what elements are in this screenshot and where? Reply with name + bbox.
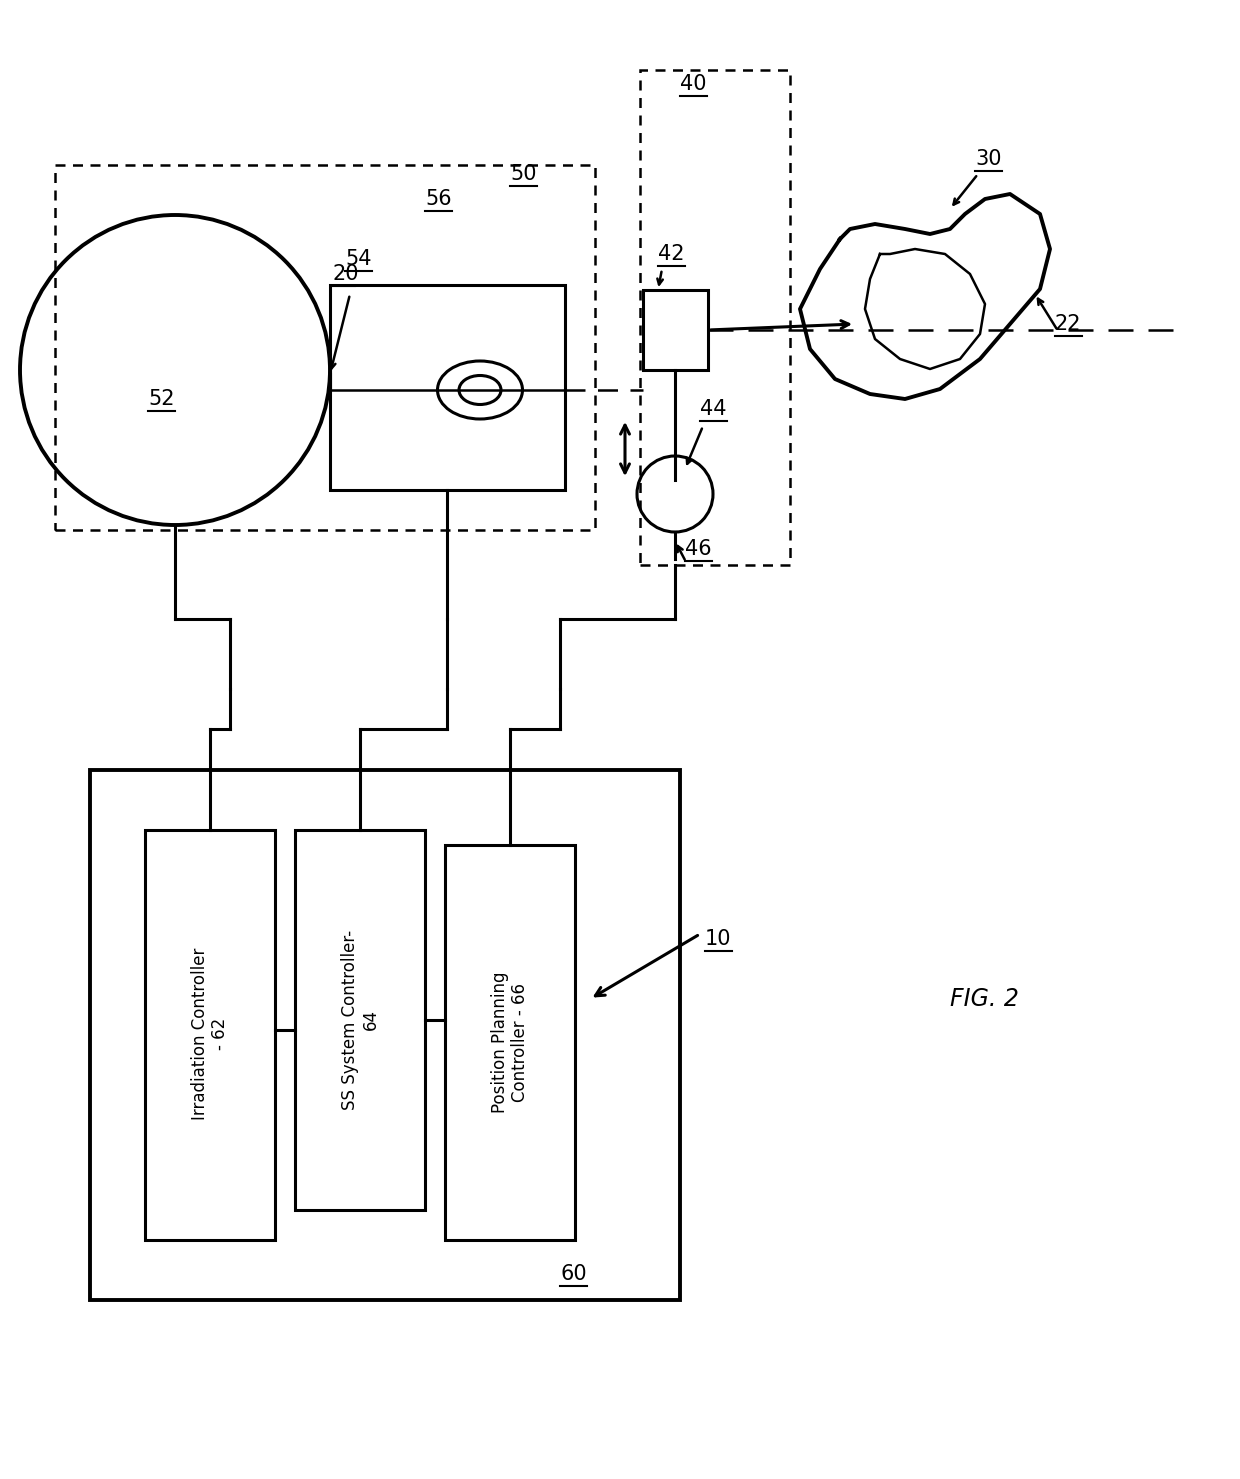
Text: FIG. 2: FIG. 2 bbox=[950, 986, 1019, 1012]
Text: 40: 40 bbox=[680, 74, 707, 95]
Text: 44: 44 bbox=[701, 399, 727, 419]
Text: 50: 50 bbox=[510, 164, 537, 183]
Text: 42: 42 bbox=[658, 244, 684, 263]
Text: 52: 52 bbox=[148, 389, 175, 410]
Text: 10: 10 bbox=[706, 929, 732, 950]
Text: Position Planning
Controller - 66: Position Planning Controller - 66 bbox=[491, 972, 529, 1112]
Text: 22: 22 bbox=[1055, 314, 1081, 334]
Text: 56: 56 bbox=[425, 189, 451, 209]
Text: Irradiation Controller
- 62: Irradiation Controller - 62 bbox=[191, 948, 229, 1120]
Text: 60: 60 bbox=[560, 1265, 587, 1284]
Text: 20: 20 bbox=[332, 263, 358, 284]
Text: 46: 46 bbox=[684, 538, 712, 559]
Text: 30: 30 bbox=[975, 149, 1002, 169]
Text: SS System Controller-
64: SS System Controller- 64 bbox=[341, 930, 379, 1111]
Text: 54: 54 bbox=[345, 248, 372, 269]
